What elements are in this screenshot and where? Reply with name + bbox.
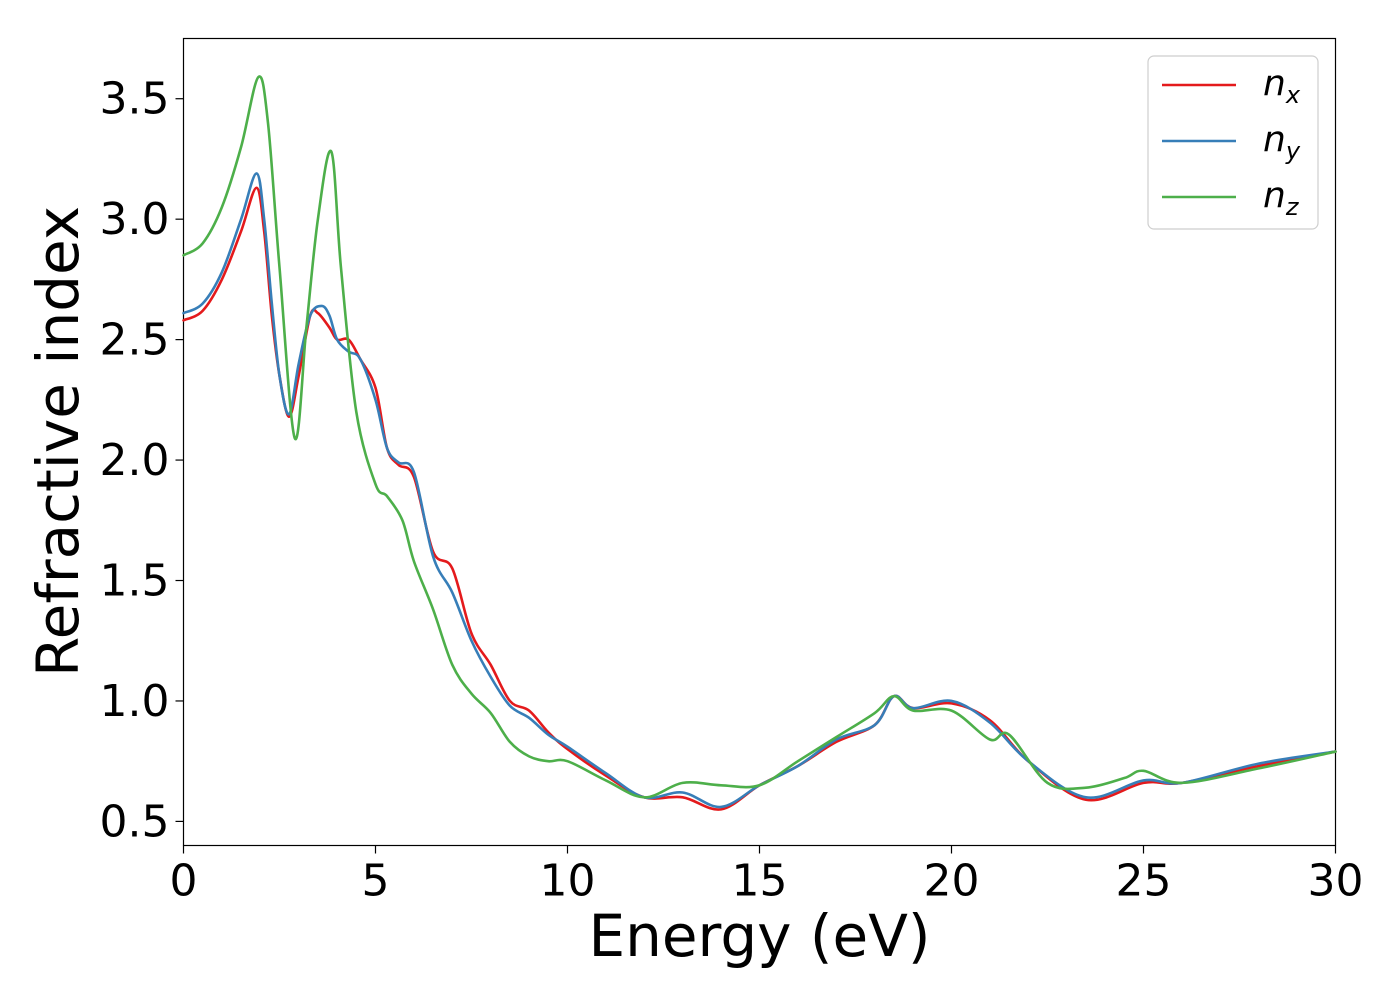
legend-items: nx ny nz bbox=[1162, 63, 1301, 221]
legend: nx ny nz bbox=[1147, 55, 1319, 230]
x-tick-label: 0 bbox=[170, 856, 198, 907]
x-ticks: 0 5 10 15 20 25 30 bbox=[170, 845, 1364, 907]
series-line-nz bbox=[182, 75, 1337, 799]
legend-label-ny: ny bbox=[1263, 119, 1301, 165]
series-line-ny bbox=[182, 172, 1337, 809]
x-tick-label: 25 bbox=[1116, 856, 1172, 907]
legend-box bbox=[1147, 55, 1319, 230]
y-tick-label: 3.0 bbox=[100, 194, 170, 245]
y-tick-label: 1.5 bbox=[100, 556, 170, 607]
legend-label-nz: nz bbox=[1263, 175, 1300, 221]
series-line-nx bbox=[182, 186, 1337, 811]
y-tick-label: 3.5 bbox=[100, 74, 170, 125]
x-tick-label: 15 bbox=[732, 856, 788, 907]
y-tick-label: 2.5 bbox=[100, 315, 170, 366]
series-layer bbox=[182, 75, 1337, 811]
y-ticks: 0.5 1.0 1.5 2.0 2.5 3.0 3.5 bbox=[100, 74, 184, 847]
y-tick-label: 2.0 bbox=[100, 435, 170, 486]
x-tick-label: 20 bbox=[924, 856, 980, 907]
plot-area: 0 5 10 15 20 25 30 0.5 1.0 1.5 2.0 2.5 3.0 3.5 bbox=[100, 37, 1364, 907]
x-tick-label: 5 bbox=[362, 856, 390, 907]
y-tick-label: 1.0 bbox=[100, 676, 170, 727]
x-tick-label: 30 bbox=[1308, 856, 1364, 907]
y-axis-label: Refractive index bbox=[24, 206, 92, 677]
x-tick-label: 10 bbox=[540, 856, 596, 907]
legend-label-nx: nx bbox=[1263, 63, 1301, 109]
x-axis-label: Energy (eV) bbox=[588, 902, 930, 970]
y-tick-label: 0.5 bbox=[100, 796, 170, 847]
